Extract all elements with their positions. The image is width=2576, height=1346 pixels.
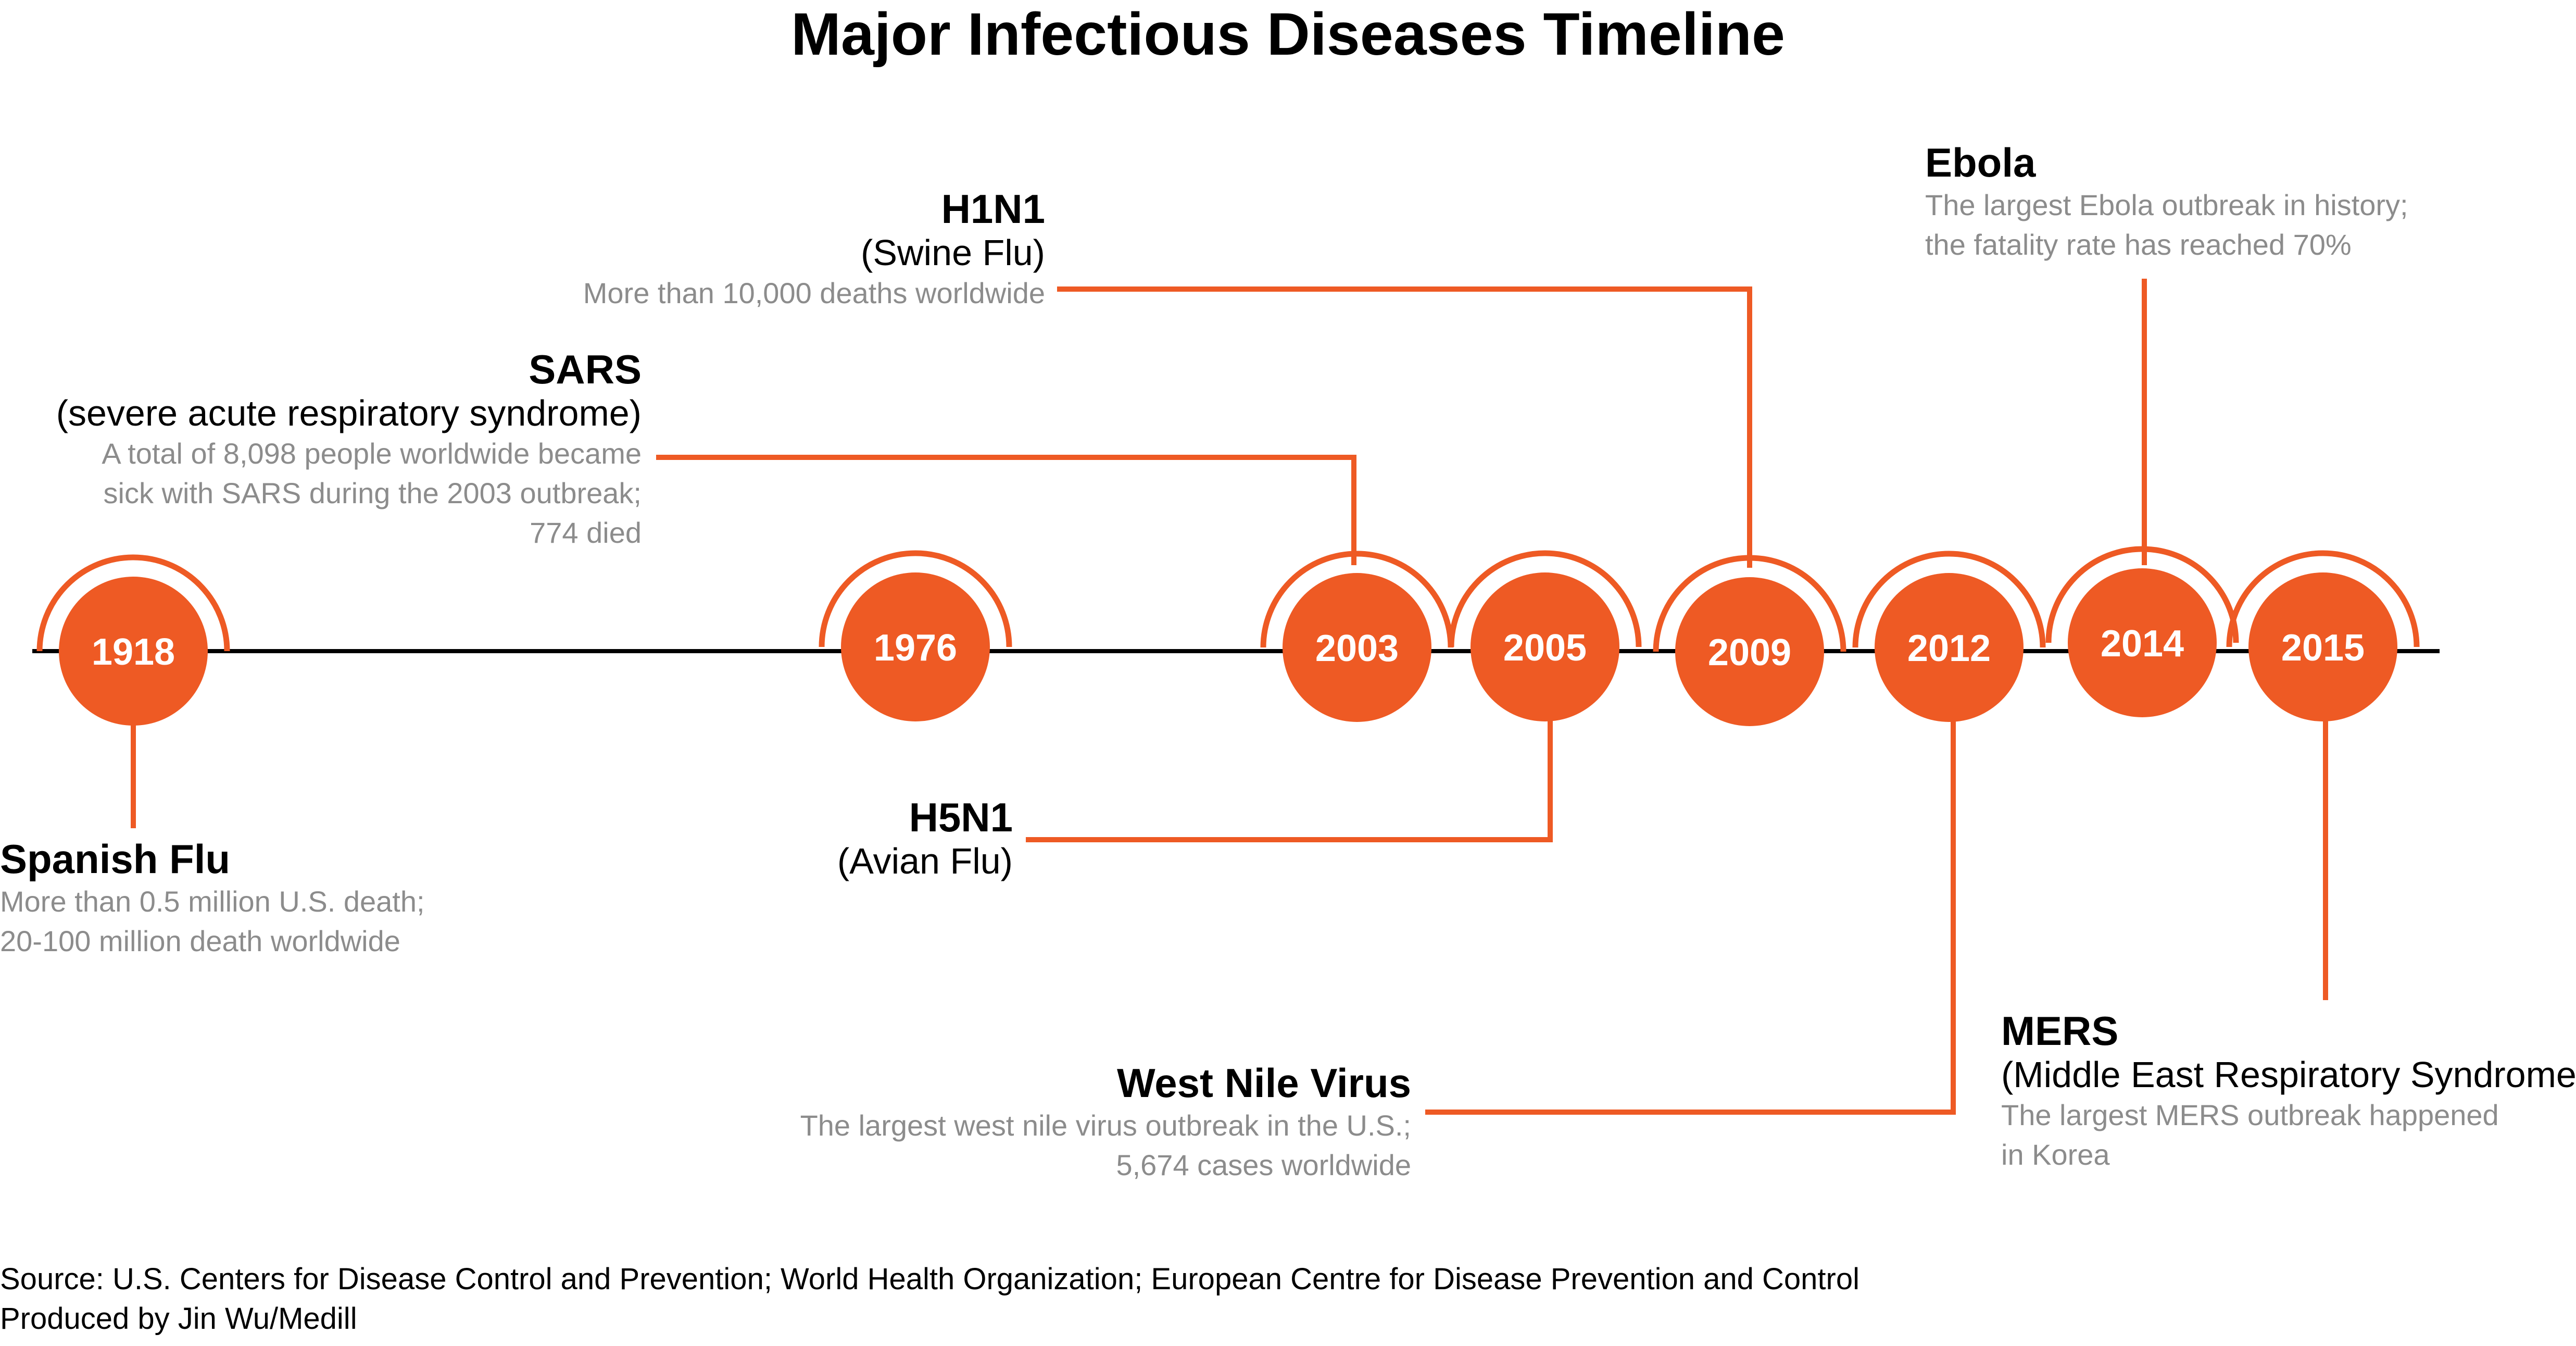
- year-label-2003: 2003: [1315, 628, 1399, 669]
- connector-sars: [656, 455, 1356, 565]
- event-desc-line: The largest west nile virus outbreak in …: [800, 1109, 1411, 1142]
- event-subtitle: (Swine Flu): [861, 232, 1045, 273]
- event-desc-line: The largest Ebola outbreak in history;: [1925, 189, 2408, 221]
- event-subtitle: (Middle East Respiratory Syndrome ): [2001, 1054, 2576, 1095]
- connector-h1n1: [1057, 286, 1752, 568]
- year-label-1976: 1976: [874, 627, 957, 669]
- event-desc-line: sick with SARS during the 2003 outbreak;: [103, 477, 642, 509]
- event-ebola: Ebola The largest Ebola outbreak in hist…: [1925, 140, 2576, 265]
- event-desc-line: 774 died: [530, 516, 642, 549]
- event-name: Spanish Flu: [0, 836, 231, 882]
- event-subtitle: (severe acute respiratory syndrome): [56, 393, 642, 433]
- year-node-2012: 2012: [1852, 551, 2046, 722]
- event-name: Ebola: [1925, 140, 2036, 185]
- year-node-2005: 2005: [1448, 550, 1642, 721]
- event-sars: SARS (severe acute respiratory syndrome)…: [0, 346, 642, 553]
- event-desc-line: The largest MERS outbreak happened: [2001, 1099, 2499, 1131]
- year-node-2003: 2003: [1260, 551, 1454, 722]
- year-label-2015: 2015: [2281, 627, 2365, 669]
- year-label-2012: 2012: [1907, 628, 1991, 669]
- event-name: SARS: [529, 346, 642, 392]
- source-note: Source: U.S. Centers for Disease Control…: [0, 1262, 1859, 1296]
- year-label-1918: 1918: [92, 631, 175, 673]
- year-label-2014: 2014: [2101, 623, 2184, 665]
- event-h1n1: H1N1 (Swine Flu) More than 10,000 deaths…: [264, 186, 1045, 313]
- event-desc-line: More than 0.5 million U.S. death;: [0, 885, 425, 918]
- event-desc-line: 5,674 cases worldwide: [1116, 1149, 1411, 1181]
- credit-note: Produced by Jin Wu/Medill: [0, 1302, 357, 1336]
- page-title: Major Infectious Diseases Timeline: [791, 1, 1785, 68]
- event-spanish-flu: Spanish Flu More than 0.5 million U.S. d…: [0, 836, 781, 961]
- year-node-2009: 2009: [1653, 555, 1846, 726]
- event-desc-line: in Korea: [2001, 1138, 2110, 1171]
- event-desc-line: More than 10,000 deaths worldwide: [583, 277, 1045, 309]
- event-west-nile: West Nile Virus The largest west nile vi…: [630, 1060, 1411, 1185]
- year-label-2005: 2005: [1503, 627, 1587, 669]
- event-desc-line: 20-100 million death worldwide: [0, 925, 400, 957]
- event-desc-line: the fatality rate has reached 70%: [1925, 228, 2352, 261]
- event-name: West Nile Virus: [1116, 1060, 1411, 1106]
- year-node-1976: 1976: [819, 550, 1012, 721]
- event-subtitle: (Avian Flu): [837, 841, 1013, 881]
- year-node-2014: 2014: [2045, 546, 2239, 717]
- year-node-1918: 1918: [36, 554, 230, 726]
- event-h5n1: H5N1 (Avian Flu): [232, 794, 1013, 882]
- event-desc-line: A total of 8,098 people worldwide became: [102, 437, 642, 470]
- event-name: H5N1: [909, 794, 1013, 840]
- year-node-2015: 2015: [2226, 550, 2420, 721]
- event-name: MERS: [2001, 1008, 2119, 1054]
- year-label-2009: 2009: [1708, 632, 1791, 674]
- connector-west-nile: [1425, 721, 1956, 1115]
- footer: Source: U.S. Centers for Disease Control…: [0, 1260, 1859, 1339]
- event-mers: MERS (Middle East Respiratory Syndrome )…: [2001, 1008, 2576, 1175]
- connector-h5n1: [1026, 719, 1553, 842]
- event-name: H1N1: [941, 186, 1045, 232]
